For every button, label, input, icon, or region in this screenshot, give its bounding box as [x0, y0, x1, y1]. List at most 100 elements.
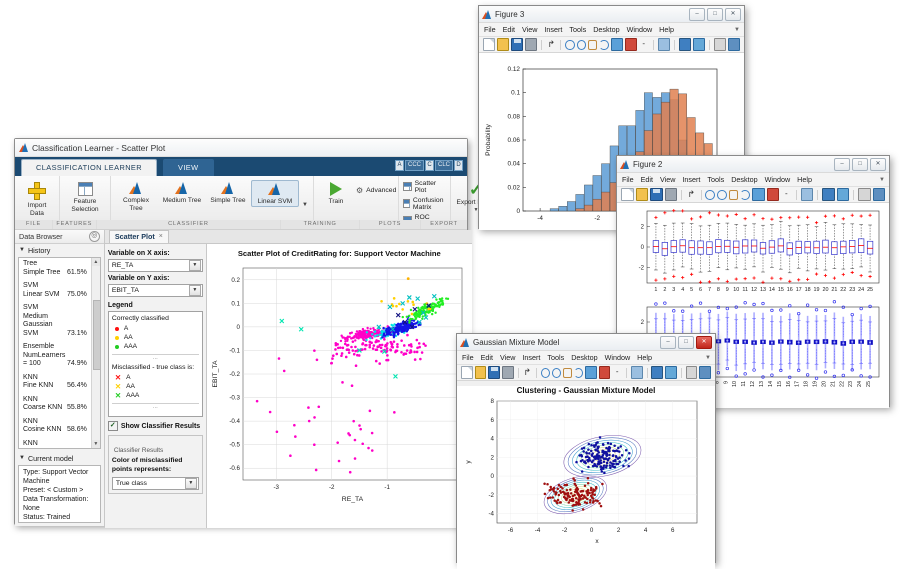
figure2-toolbar[interactable]: ↱ -	[617, 187, 889, 203]
menu-desktop[interactable]: Desktop	[731, 175, 758, 184]
gaussian-mixture-model-window[interactable]: Gaussian Mixture Model – □ ✕ File Edit V…	[456, 333, 716, 569]
zoom-out-icon[interactable]	[552, 367, 562, 378]
gmm-canvas[interactable]: Clustering - Gaussian Mixture Model -4 -2…	[457, 386, 715, 569]
minimize-button[interactable]: –	[660, 335, 676, 349]
colorbar-icon[interactable]	[822, 188, 835, 201]
chevron-down-icon[interactable]: ▼	[302, 201, 308, 208]
figure3-window-buttons[interactable]: – □ ✕	[689, 7, 741, 21]
colorbar-icon[interactable]	[651, 366, 664, 379]
menu-edit[interactable]: Edit	[640, 175, 653, 184]
classifier-linear-svm[interactable]: Linear SVM	[251, 180, 299, 207]
dash-icon[interactable]: -	[642, 39, 646, 48]
menu-view[interactable]: View	[499, 353, 516, 362]
menu-help[interactable]: Help	[637, 353, 652, 362]
legend-icon[interactable]	[836, 188, 850, 201]
advanced-button[interactable]: ⚙ Advanced	[356, 186, 396, 195]
brush-icon[interactable]	[598, 366, 611, 379]
chevron-down-icon[interactable]: ▼	[879, 176, 885, 183]
scrollbar-thumb[interactable]	[92, 299, 100, 371]
figure2-window-buttons[interactable]: – □ ✕	[834, 157, 886, 171]
rotate-3d-icon[interactable]	[740, 189, 751, 200]
menu-view[interactable]: View	[521, 25, 538, 34]
menu-desktop[interactable]: Desktop	[571, 353, 598, 362]
dash-icon[interactable]: -	[615, 367, 619, 376]
color-represents-select[interactable]: True class ▼	[111, 477, 199, 490]
classification-learner-window[interactable]: Classification Learner - Scatter Plot CL…	[14, 138, 495, 528]
dash-icon[interactable]: -	[785, 189, 788, 198]
document-tab-bar[interactable]: Scatter Plot ×	[104, 230, 472, 244]
menu-window[interactable]: Window	[626, 25, 653, 34]
chevron-down-icon[interactable]: ▼	[705, 354, 711, 361]
link-plot-icon[interactable]	[800, 188, 814, 201]
legend-icon[interactable]	[692, 38, 705, 51]
history-item[interactable]: KNN Fine KNN 56.4%	[19, 372, 100, 394]
menu-insert[interactable]: Insert	[682, 175, 701, 184]
menu-tools[interactable]: Tools	[707, 175, 725, 184]
history-item[interactable]: KNN Cosine KNN 58.6%	[19, 416, 100, 438]
chevron-down-icon[interactable]: ▼	[473, 206, 479, 213]
classifier-simple-tree[interactable]: Simple Tree	[205, 180, 251, 205]
figure3-toolbar[interactable]: ↱ -	[479, 37, 744, 53]
open-file-icon[interactable]	[497, 38, 510, 51]
pointer-icon[interactable]: ↱	[547, 39, 556, 49]
feature-selection-button[interactable]: Feature Selection	[62, 180, 108, 213]
chevron-down-icon[interactable]: ▼	[188, 260, 201, 271]
menu-edit[interactable]: Edit	[480, 353, 493, 362]
save-icon[interactable]	[650, 188, 663, 201]
gmm-toolbar[interactable]: ↱ -	[457, 365, 715, 381]
print-icon[interactable]	[664, 188, 678, 201]
scroll-up-icon[interactable]: ▲	[91, 258, 100, 266]
menu-desktop[interactable]: Desktop	[593, 25, 620, 34]
zoom-in-icon[interactable]	[541, 367, 551, 378]
menu-help[interactable]: Help	[797, 175, 812, 184]
gmm-window-buttons[interactable]: – □ ✕	[660, 335, 712, 349]
chevron-down-icon[interactable]: ▼	[184, 478, 197, 489]
close-button[interactable]: ✕	[870, 157, 886, 171]
pan-icon[interactable]	[728, 189, 739, 200]
brush-icon[interactable]	[624, 38, 637, 51]
dock-icon[interactable]	[858, 188, 871, 201]
save-icon[interactable]	[511, 38, 524, 51]
maximize-button[interactable]: □	[678, 335, 694, 349]
close-icon[interactable]: ×	[158, 233, 163, 240]
figure3-window[interactable]: Figure 3 – □ ✕ File Edit View Insert Too…	[478, 5, 745, 230]
minimize-button[interactable]: –	[834, 157, 850, 171]
plot-confusion-matrix-button[interactable]: Confusion Matrix	[403, 197, 446, 211]
menu-window[interactable]: Window	[604, 353, 631, 362]
maximize-button[interactable]: □	[852, 157, 868, 171]
tab-view[interactable]: VIEW	[163, 159, 214, 176]
pointer-icon[interactable]: ↱	[523, 367, 532, 377]
maximize-button[interactable]: □	[707, 7, 723, 21]
new-window-icon[interactable]	[727, 38, 740, 51]
menu-window[interactable]: Window	[764, 175, 791, 184]
zoom-in-icon[interactable]	[565, 39, 575, 50]
legend-icon[interactable]	[665, 366, 677, 379]
gmm-menubar[interactable]: File Edit View Insert Tools Desktop Wind…	[457, 351, 715, 365]
history-item[interactable]: SVM Medium Gaussian SVM 73.1%	[19, 302, 100, 341]
chevron-down-icon[interactable]: ▼	[734, 26, 740, 33]
history-list[interactable]: ▲ ▼ Tree Simple Tree 61.5% SVM Linear SVM 75.…	[18, 257, 101, 449]
history-item[interactable]: KNN Coarse KNN 55.8%	[19, 394, 100, 416]
pan-icon[interactable]	[563, 367, 573, 378]
menu-file[interactable]: File	[622, 175, 634, 184]
open-file-icon[interactable]	[474, 366, 487, 379]
history-item[interactable]: KNNCubic KNN 58.7%	[19, 438, 100, 449]
menu-tools[interactable]: Tools	[547, 353, 565, 362]
classifier-complex-tree[interactable]: Complex Tree	[113, 180, 159, 212]
menu-file[interactable]: File	[462, 353, 474, 362]
menu-help[interactable]: Help	[659, 25, 674, 34]
figure2-canvas[interactable]: -2 0 2 1 2 3 4 5 6 7 8 9 10 11 12 13 14 15 16 17 18 19 20 21 22 2…	[617, 203, 889, 408]
data-cursor-icon[interactable]	[752, 188, 765, 201]
show-classifier-results-checkbox[interactable]: ✓ Show Classifier Results	[107, 421, 203, 431]
open-file-icon[interactable]	[635, 188, 649, 201]
data-cursor-icon[interactable]	[610, 38, 623, 51]
new-window-icon[interactable]	[872, 188, 886, 201]
x-axis-variable-select[interactable]: RE_TA ▼	[107, 259, 203, 272]
zoom-out-icon[interactable]	[576, 39, 586, 50]
import-data-button[interactable]: Import Data	[17, 180, 57, 217]
ribbon-tab-bar[interactable]: CLASSIFICATION LEARNER VIEW A CCC C CLC …	[15, 157, 467, 176]
zoom-out-icon[interactable]	[717, 189, 727, 200]
new-file-icon[interactable]	[483, 38, 496, 51]
link-plot-icon[interactable]	[630, 366, 643, 379]
minimize-button[interactable]: –	[689, 7, 705, 21]
